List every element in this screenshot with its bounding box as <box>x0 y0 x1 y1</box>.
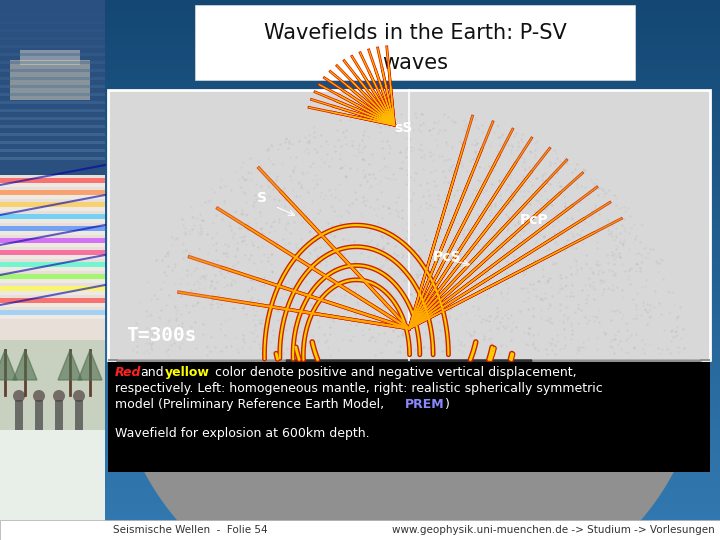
Bar <box>0 303 105 307</box>
Text: PREM: PREM <box>405 398 445 411</box>
Bar <box>0 231 105 235</box>
Bar <box>0 315 105 319</box>
Bar <box>0 520 720 540</box>
Bar <box>0 274 105 279</box>
Text: color denote positive and negative vertical displacement,: color denote positive and negative verti… <box>215 366 577 379</box>
Bar <box>0 243 105 247</box>
Bar <box>0 267 105 271</box>
Bar <box>0 195 105 199</box>
Bar <box>0 262 105 267</box>
Bar <box>75 400 83 430</box>
Text: Seismische Wellen  -  Folie 54: Seismische Wellen - Folie 54 <box>113 525 268 535</box>
Text: T=300s: T=300s <box>126 326 197 345</box>
Text: S: S <box>257 191 267 205</box>
Bar <box>0 255 105 259</box>
Text: and: and <box>140 366 163 379</box>
Bar <box>0 219 105 223</box>
Bar <box>0 238 105 243</box>
Bar <box>0 190 105 195</box>
Bar <box>0 101 105 104</box>
Bar <box>0 430 105 540</box>
Polygon shape <box>58 350 82 380</box>
Bar <box>35 400 43 430</box>
Bar <box>0 207 105 211</box>
Bar <box>0 250 105 255</box>
Text: Wavefields in the Earth: P-SV: Wavefields in the Earth: P-SV <box>264 23 567 43</box>
Bar <box>0 149 105 152</box>
Text: yellow: yellow <box>165 366 210 379</box>
Text: PcP: PcP <box>520 213 549 227</box>
Bar <box>0 37 105 40</box>
Bar <box>0 226 105 231</box>
Bar <box>0 77 105 80</box>
Bar <box>108 90 710 360</box>
Bar <box>0 85 105 88</box>
Bar <box>0 21 105 24</box>
Bar <box>0 340 105 540</box>
Bar <box>0 183 105 187</box>
Circle shape <box>33 390 45 402</box>
Bar <box>0 69 105 72</box>
Bar <box>0 291 105 295</box>
Bar <box>195 5 635 80</box>
Text: www.geophysik.uni-muenchen.de -> Studium -> Vorlesungen: www.geophysik.uni-muenchen.de -> Studium… <box>392 525 715 535</box>
Bar <box>55 400 63 430</box>
Text: PcS: PcS <box>432 251 461 265</box>
Bar <box>0 298 105 303</box>
Bar <box>0 125 105 128</box>
Bar <box>0 310 105 315</box>
Bar <box>0 141 105 144</box>
Text: model (Preliminary Reference Earth Model,: model (Preliminary Reference Earth Model… <box>115 398 384 411</box>
Bar <box>20 50 80 65</box>
Polygon shape <box>108 360 710 540</box>
Text: waves: waves <box>382 53 448 73</box>
Bar <box>0 133 105 136</box>
Circle shape <box>13 390 25 402</box>
Bar <box>0 109 105 112</box>
Bar <box>0 93 105 96</box>
Bar <box>0 178 105 183</box>
Text: Wavefield for explosion at 600km depth.: Wavefield for explosion at 600km depth. <box>115 427 369 440</box>
Bar <box>0 157 105 160</box>
Polygon shape <box>78 350 102 380</box>
Bar <box>108 362 710 472</box>
Text: respectively. Left: homogeneous mantle, right: realistic spherically symmetric: respectively. Left: homogeneous mantle, … <box>115 382 603 395</box>
Bar <box>0 5 105 8</box>
Bar <box>0 53 105 56</box>
Bar <box>0 279 105 283</box>
Circle shape <box>53 390 65 402</box>
Bar <box>0 13 105 16</box>
Polygon shape <box>13 350 37 380</box>
Bar <box>15 400 23 430</box>
Polygon shape <box>287 360 531 470</box>
Polygon shape <box>0 350 17 380</box>
Bar <box>0 117 105 120</box>
Bar <box>0 29 105 32</box>
Circle shape <box>73 390 85 402</box>
Text: Red: Red <box>115 366 142 379</box>
Bar <box>0 214 105 219</box>
Bar <box>0 0 105 175</box>
Bar <box>0 45 105 48</box>
Bar <box>0 175 105 340</box>
Bar <box>0 202 105 207</box>
Bar <box>10 60 90 100</box>
Text: sS: sS <box>394 121 413 135</box>
Bar <box>0 61 105 64</box>
Text: ): ) <box>445 398 450 411</box>
Bar <box>0 286 105 291</box>
